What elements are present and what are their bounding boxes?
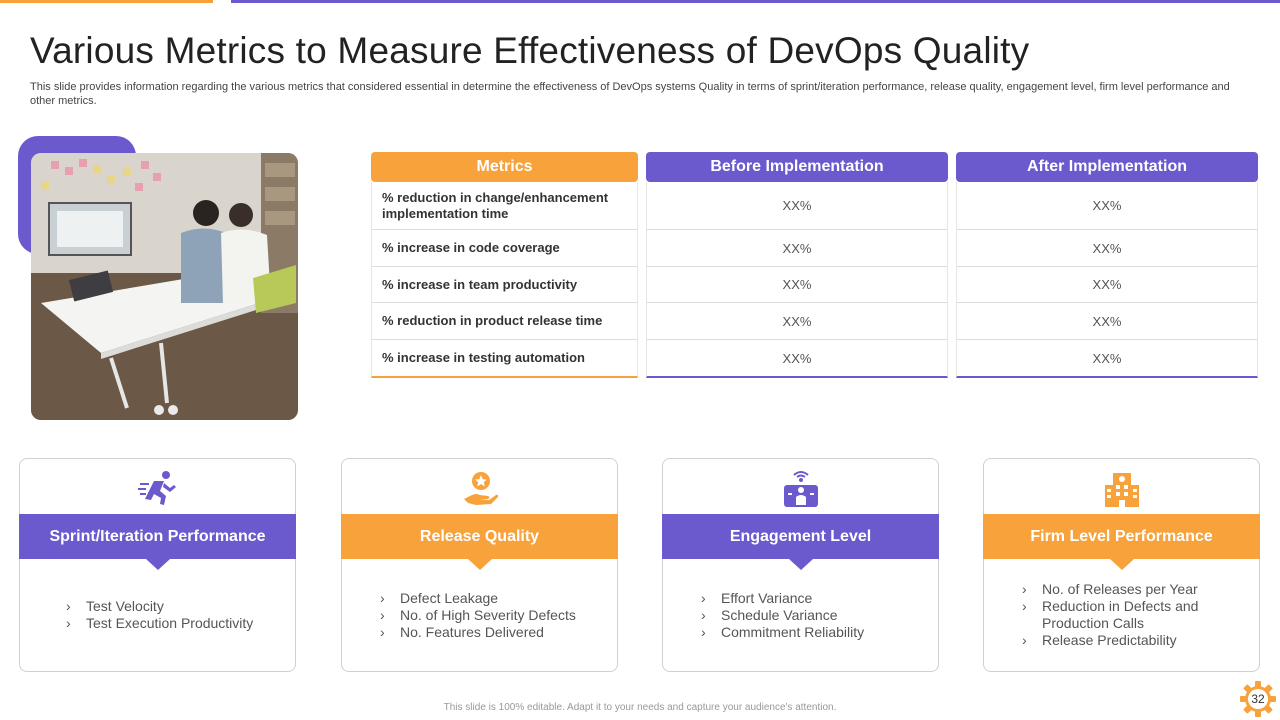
card-release-quality: Release Quality Defect Leakage No. of Hi… — [341, 458, 618, 672]
list-item: Effort Variance — [701, 590, 918, 607]
after-value-cell: XX% — [1092, 350, 1122, 366]
card-list: Defect Leakage No. of High Severity Defe… — [342, 559, 617, 671]
gear-icon — [1240, 681, 1276, 717]
before-value-cell: XX% — [647, 267, 947, 303]
metric-cell: % reduction in change/enhancement implem… — [372, 182, 637, 230]
before-value-cell: XX% — [647, 303, 947, 340]
top-accent-bar-purple — [231, 0, 1280, 3]
card-title: Firm Level Performance — [983, 514, 1260, 570]
page-title: Various Metrics to Measure Effectiveness… — [30, 30, 1030, 71]
meeting-photo — [31, 153, 298, 420]
card-title: Sprint/Iteration Performance — [19, 514, 296, 570]
after-value-cell: XX% — [957, 267, 1257, 303]
card-list: Effort Variance Schedule Variance Commit… — [663, 559, 938, 671]
engagement-person-icon — [781, 469, 821, 509]
list-item: Commitment Reliability — [701, 624, 918, 641]
card-list: No. of Releases per Year Reduction in De… — [984, 559, 1259, 671]
top-accent-bar-orange — [0, 0, 213, 3]
list-item: Reduction in Defects and Production Call… — [1022, 598, 1239, 632]
card-firm-level-performance: Firm Level Performance No. of Releases p… — [983, 458, 1260, 672]
list-item: No. Features Delivered — [380, 624, 597, 641]
metric-cell: % reduction in product release time — [372, 303, 637, 340]
before-value-cell: XX% — [647, 230, 947, 267]
card-title: Engagement Level — [662, 514, 939, 570]
after-value-cell: XX% — [957, 303, 1257, 340]
table-header-metrics: Metrics — [371, 152, 638, 190]
table-header-before: Before Implementation — [646, 152, 948, 190]
before-value-cell: XX% — [782, 350, 812, 366]
list-item: Test Velocity — [66, 598, 275, 615]
footer-note: This slide is 100% editable. Adapt it to… — [443, 702, 837, 713]
card-list: Test Velocity Test Execution Productivit… — [20, 559, 295, 671]
after-column: XX% XX% XX% XX% XX% — [956, 182, 1258, 378]
after-value-cell: XX% — [957, 182, 1257, 230]
metric-cell: % increase in code coverage — [372, 230, 637, 267]
metric-cell: % increase in testing automation — [382, 350, 585, 365]
list-item: No. of High Severity Defects — [380, 607, 597, 624]
card-sprint-iteration-performance: Sprint/Iteration Performance Test Veloci… — [19, 458, 296, 672]
metric-cell: % increase in team productivity — [372, 267, 637, 303]
after-value-cell: XX% — [957, 230, 1257, 267]
table-header-after: After Implementation — [956, 152, 1258, 190]
page-number: 32 — [1251, 692, 1265, 706]
list-item: Defect Leakage — [380, 590, 597, 607]
list-item: No. of Releases per Year — [1022, 581, 1239, 598]
card-title: Release Quality — [341, 514, 618, 570]
list-item: Test Execution Productivity — [66, 615, 275, 632]
list-item: Schedule Variance — [701, 607, 918, 624]
page-subtitle: This slide provides information regardin… — [30, 81, 1230, 107]
star-hand-icon — [460, 469, 500, 509]
building-icon — [1102, 469, 1142, 509]
list-item: Release Predictability — [1022, 632, 1239, 649]
metrics-column: % reduction in change/enhancement implem… — [371, 182, 638, 378]
running-person-icon — [137, 469, 178, 509]
before-value-cell: XX% — [647, 182, 947, 230]
card-engagement-level: Engagement Level Effort Variance Schedul… — [662, 458, 939, 672]
before-column: XX% XX% XX% XX% XX% — [646, 182, 948, 378]
